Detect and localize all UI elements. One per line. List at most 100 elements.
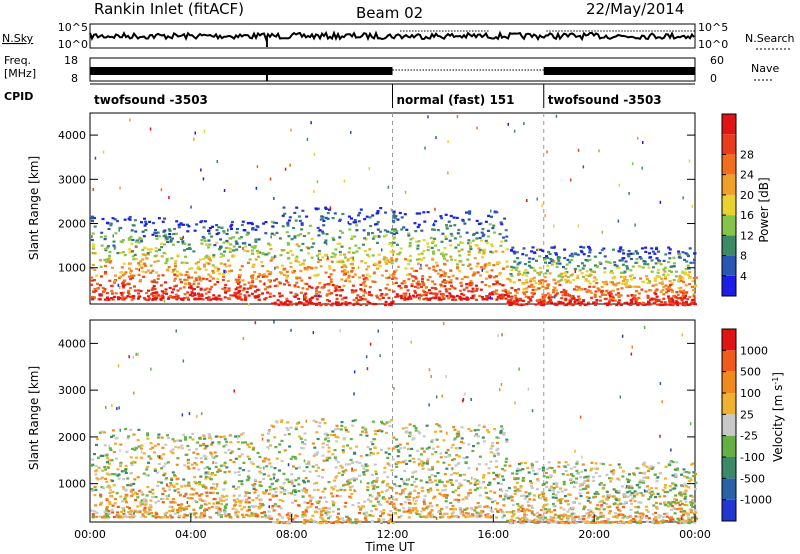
echo-cell <box>300 223 304 226</box>
echo-cell <box>671 304 675 307</box>
echo-cell <box>347 251 351 254</box>
echo-cell <box>282 472 286 475</box>
echo-cell <box>600 249 604 252</box>
echo-cell <box>147 512 151 516</box>
echo-cell <box>509 303 513 306</box>
echo-cell <box>155 293 159 296</box>
echo-cell <box>531 257 535 260</box>
echo-cell <box>309 518 313 521</box>
echo-cell <box>677 287 681 290</box>
echo-cell <box>435 504 439 507</box>
echo-cell <box>302 479 305 482</box>
echo-cell <box>173 279 176 282</box>
echo-cell <box>518 489 522 492</box>
nsky-tick-top: 10^5 <box>58 21 88 34</box>
echo-cell <box>267 510 271 513</box>
echo-cell <box>241 441 245 444</box>
echo-cell <box>237 473 241 476</box>
echo-cell <box>359 507 363 510</box>
echo-cell <box>132 224 136 227</box>
echo-cell <box>329 273 333 276</box>
echo-cell <box>324 253 327 256</box>
echo-cell <box>123 515 127 518</box>
echo-cell <box>417 430 421 433</box>
echo-cell <box>234 487 238 490</box>
echo-cell <box>488 223 492 226</box>
echo-cell <box>345 515 349 518</box>
echo-cell <box>303 443 307 446</box>
echo-cell <box>315 254 319 257</box>
echo-cell <box>386 230 389 233</box>
echo-cell <box>366 498 370 501</box>
echo-cell <box>238 455 241 458</box>
echo-cell <box>198 480 201 484</box>
echo-cell <box>439 252 443 256</box>
echo-cell <box>307 463 311 466</box>
echo-cell <box>484 277 488 280</box>
echo-cell <box>428 289 431 292</box>
echo-cell <box>136 496 140 499</box>
echo-cell <box>108 279 112 282</box>
echo-cell <box>468 284 472 287</box>
echo-cell <box>477 435 481 438</box>
echo-cell <box>389 250 393 253</box>
echo-cell <box>624 282 628 285</box>
scatter-cell <box>404 190 407 194</box>
scatter-cell <box>659 200 662 204</box>
echo-cell <box>525 274 529 277</box>
echo-cell <box>421 280 424 283</box>
echo-cell <box>512 281 516 284</box>
echo-cell <box>676 304 680 307</box>
scatter-cell <box>274 266 276 270</box>
echo-cell <box>186 247 189 251</box>
echo-cell <box>324 510 328 513</box>
echo-cell <box>348 228 352 231</box>
echo-cell <box>650 299 654 302</box>
echo-cell <box>439 456 443 459</box>
echo-cell <box>567 522 571 525</box>
echo-cell <box>352 303 356 306</box>
echo-cell <box>308 495 312 498</box>
echo-cell <box>282 482 286 485</box>
echo-cell <box>436 229 440 232</box>
echo-cell <box>547 250 551 254</box>
echo-cell <box>522 282 526 285</box>
echo-cell <box>289 266 293 269</box>
echo-cell <box>187 467 191 470</box>
nsearch-tick-bottom: 10^0 <box>698 38 728 51</box>
echo-cell <box>672 302 676 305</box>
echo-cell <box>220 226 224 229</box>
scatter-cell <box>273 197 275 200</box>
echo-cell <box>338 219 342 222</box>
echo-cell <box>637 296 641 299</box>
echo-cell <box>328 267 332 270</box>
echo-cell <box>133 289 137 292</box>
echo-cell <box>157 455 161 458</box>
echo-cell <box>294 260 298 263</box>
echo-cell <box>522 288 526 291</box>
echo-cell <box>103 272 107 275</box>
echo-cell <box>301 495 305 498</box>
echo-cell <box>560 291 564 294</box>
echo-cell <box>343 426 347 429</box>
echo-cell <box>151 286 155 290</box>
echo-cell <box>465 515 469 518</box>
echo-cell <box>343 483 347 486</box>
echo-cell <box>529 280 533 283</box>
echo-cell <box>108 502 112 505</box>
echo-cell <box>388 302 392 305</box>
echo-cell <box>385 293 389 296</box>
echo-cell <box>324 207 328 210</box>
echo-cell <box>131 460 135 463</box>
echo-cell <box>501 250 505 253</box>
echo-cell <box>283 212 287 215</box>
echo-cell <box>500 293 504 296</box>
echo-cell <box>642 260 646 263</box>
echo-cell <box>303 487 307 490</box>
echo-cell <box>545 485 549 488</box>
echo-cell <box>375 234 379 238</box>
echo-cell <box>445 290 449 293</box>
echo-cell <box>630 273 634 277</box>
echo-cell <box>339 294 343 297</box>
echo-cell <box>444 213 448 216</box>
